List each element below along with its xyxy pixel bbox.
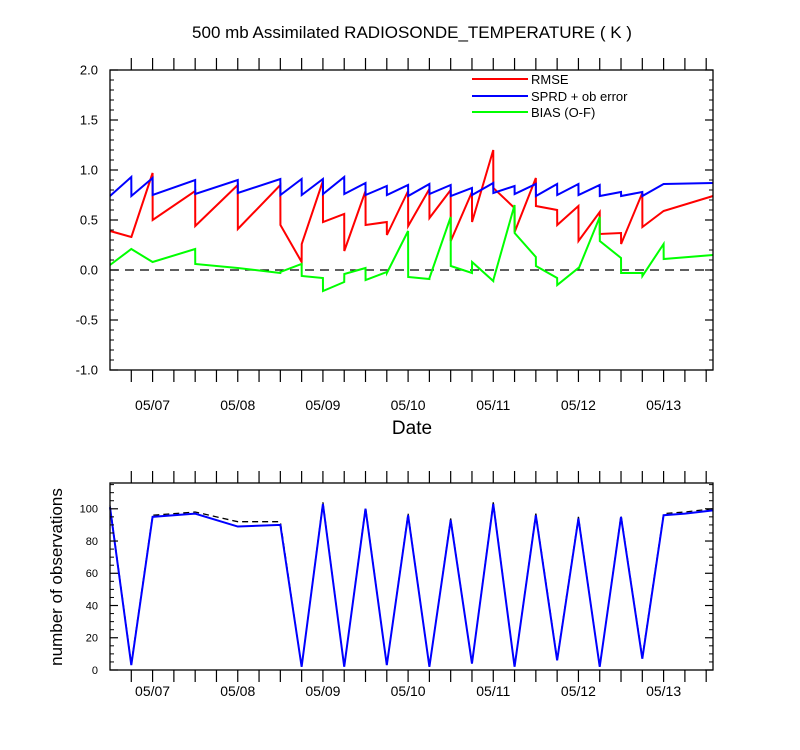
y-tick-label: 2.0 — [80, 63, 98, 78]
y-tick-label: 1.5 — [80, 113, 98, 128]
x-tick-label: 05/07 — [135, 397, 170, 413]
chart-title: 500 mb Assimilated RADIOSONDE_TEMPERATUR… — [192, 23, 632, 42]
x-tick-label: 05/12 — [561, 397, 596, 413]
x-axis-label: Date — [392, 418, 432, 439]
series-line-assimilated — [109, 503, 714, 667]
legend-label-bias: BIAS (O-F) — [531, 105, 595, 120]
y-tick-label: -1.0 — [76, 363, 98, 378]
x-tick-label: 05/11 — [476, 683, 510, 699]
x-tick-label: 05/10 — [391, 397, 426, 413]
legend: RMSE SPRD + ob error BIAS (O-F) — [472, 72, 628, 120]
top-chart: 500 mb Assimilated RADIOSONDE_TEMPERATUR… — [76, 23, 714, 439]
y-tick-label: 40 — [86, 600, 98, 612]
y-tick-label: 0 — [92, 665, 98, 677]
y-tick-label: 0.0 — [80, 263, 98, 278]
y-axis-label: number of observations — [47, 488, 66, 666]
y-tick-label: 60 — [86, 568, 98, 580]
y-tick-label: 20 — [86, 633, 98, 645]
y-tick-label: 0.5 — [80, 213, 98, 228]
x-tick-label: 05/12 — [561, 683, 596, 699]
x-tick-label: 05/10 — [391, 683, 426, 699]
legend-label-sprd: SPRD + ob error — [531, 89, 628, 104]
y-tick-label: 1.0 — [80, 163, 98, 178]
x-tick-label: 05/13 — [646, 397, 681, 413]
y-tick-label: 100 — [80, 504, 98, 516]
x-tick-label: 05/09 — [305, 683, 340, 699]
bottom-plot-frame — [109, 482, 714, 671]
legend-label-rmse: RMSE — [531, 72, 569, 87]
x-tick-label: 05/11 — [476, 397, 510, 413]
x-tick-label: 05/07 — [135, 683, 170, 699]
x-tick-label: 05/09 — [305, 397, 340, 413]
x-tick-label: 05/13 — [646, 683, 681, 699]
series-line-rmse — [109, 149, 714, 266]
y-tick-label: 80 — [86, 536, 98, 548]
y-tick-label: -0.5 — [76, 313, 98, 328]
series-line-sprd-ob-error — [109, 174, 714, 199]
x-tick-label: 05/08 — [220, 397, 255, 413]
x-tick-label: 05/08 — [220, 683, 255, 699]
series-line-bias-o-f — [109, 204, 714, 293]
bottom-chart: 0 20 40 60 80 100 05/07 05/08 05/09 05/10 05/11 05/… — [47, 471, 714, 699]
